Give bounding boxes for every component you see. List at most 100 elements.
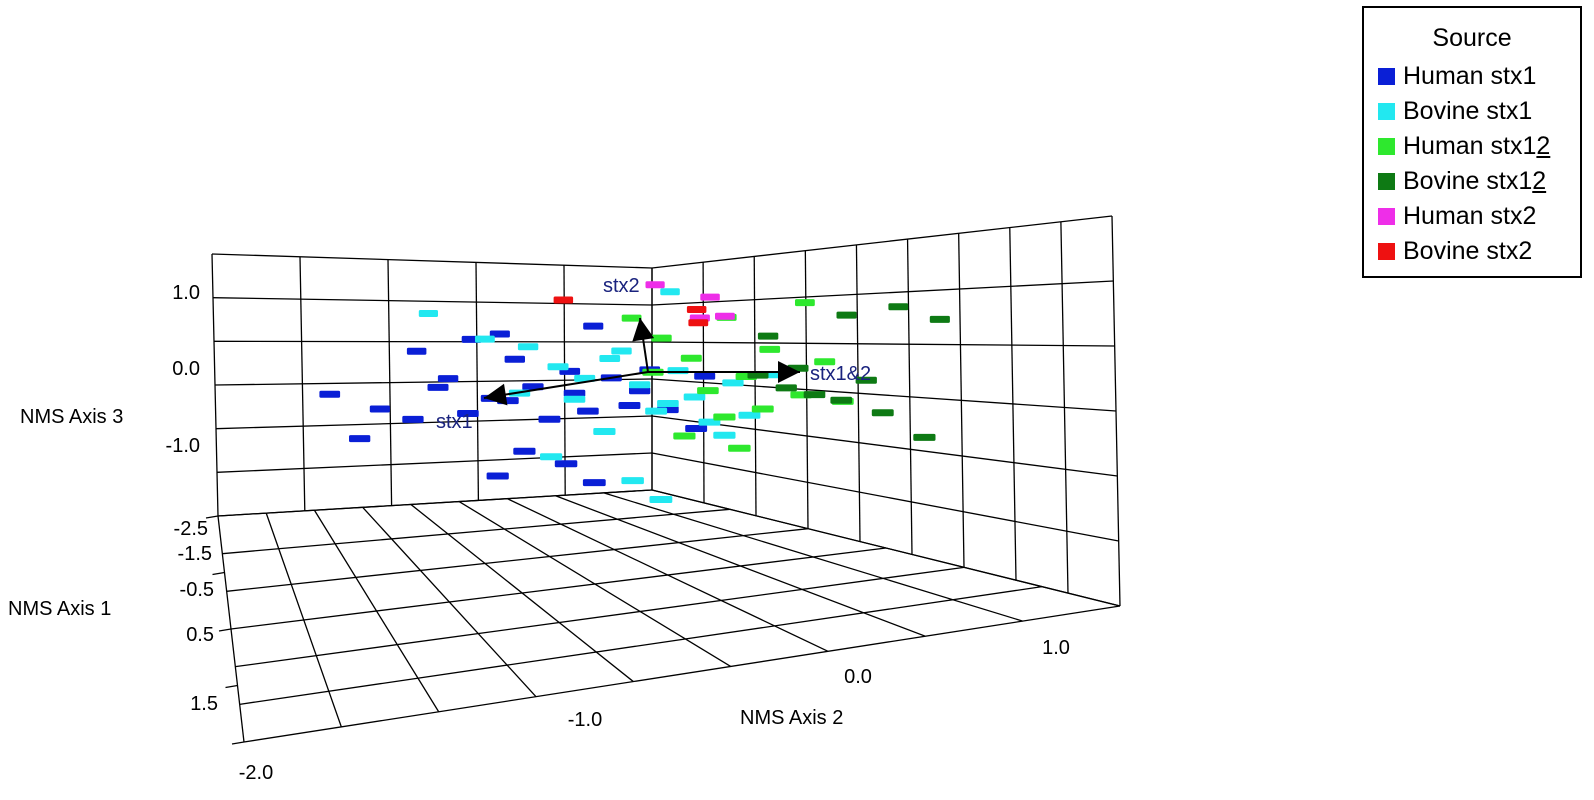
- legend-label: Human stx1: [1403, 62, 1537, 90]
- grid-line: [217, 489, 653, 517]
- point-human-stx1-2: [369, 405, 390, 413]
- grid-line: [651, 415, 1118, 477]
- grid-line: [855, 244, 861, 542]
- vector-arrowhead-1: [484, 383, 508, 406]
- point-bovine-stx1-16: [649, 496, 673, 503]
- point-bovine-stx12-0: [757, 332, 779, 340]
- vector-label-stx1-2: stx1&2: [810, 363, 871, 385]
- point-human-stx1-27: [563, 389, 586, 397]
- point-human-stx1-17: [577, 407, 599, 415]
- grid-line: [239, 586, 1043, 705]
- legend-label-suffix: 2: [1532, 167, 1547, 195]
- point-human-stx1-20: [618, 402, 641, 409]
- vector-arrowhead-0: [632, 318, 655, 342]
- point-human-stx1-21: [629, 387, 651, 395]
- grid-line: [651, 341, 1115, 347]
- point-bovine-stx1-8: [645, 407, 668, 415]
- point-human-stx1-14: [538, 415, 561, 423]
- point-bovine-stx1-10: [660, 288, 680, 296]
- point-human-stx1-29: [486, 472, 509, 480]
- point-bovine-stx1-6: [599, 355, 621, 362]
- point-bovine-stx12-8: [830, 396, 852, 404]
- point-human-stx12-8: [728, 444, 751, 452]
- grid-line: [1111, 215, 1121, 607]
- legend-swatch: [1378, 173, 1395, 190]
- point-bovine-stx12-9: [929, 315, 950, 323]
- point-bovine-stx1-3: [547, 363, 569, 371]
- point-bovine-stx12-10: [913, 433, 936, 441]
- vector-label-stx1: stx1: [436, 411, 473, 433]
- grid-line: [222, 508, 731, 555]
- legend-item-bovine-stx2: Bovine stx2: [1364, 234, 1580, 269]
- grid-line: [651, 452, 1119, 542]
- grid: [205, 215, 1121, 745]
- grid-line: [211, 253, 219, 517]
- tick-axis1-1: -0.5: [180, 579, 214, 601]
- point-human-stx1-15: [554, 460, 578, 468]
- grid-line: [215, 415, 653, 430]
- point-bovine-stx1-17: [611, 347, 632, 355]
- point-bovine-stx12-11: [775, 384, 797, 392]
- axis-labels: 1.0 0.0 -1.0 -2.5 -1.5 -0.5 0.5 1.5 -2.0…: [8, 275, 1070, 784]
- point-bovine-stx1-4: [563, 395, 586, 403]
- point-bovine-stx12-5: [888, 303, 909, 311]
- point-human-stx12-11: [814, 358, 836, 366]
- point-human-stx1-5: [427, 383, 449, 391]
- legend-label: Bovine stx1: [1403, 167, 1533, 195]
- tick-axis3-2: -1.0: [166, 435, 200, 457]
- legend-label: Bovine stx2: [1403, 237, 1533, 265]
- grid-line: [563, 265, 566, 496]
- tick-axis1-2: 0.5: [186, 624, 214, 646]
- point-bovine-stx1-15: [738, 411, 761, 419]
- grid-line: [458, 500, 732, 668]
- legend-item-human-stx2: Human stx2: [1364, 199, 1580, 234]
- grid-line: [211, 253, 653, 269]
- tick-mark: [225, 684, 238, 689]
- point-human-stx1-26: [582, 479, 606, 487]
- data-points: [319, 281, 950, 503]
- point-human-stx1-18: [583, 322, 604, 330]
- biplot-vectors: [483, 317, 800, 406]
- point-bovine-stx1-18: [574, 374, 596, 382]
- point-bovine-stx1-13: [713, 431, 736, 439]
- point-human-stx1-4: [437, 375, 459, 383]
- legend-item-human-stx12: Human stx12: [1364, 129, 1580, 164]
- tick-axis2-1: -1.0: [568, 709, 602, 731]
- legend-label: Human stx2: [1403, 202, 1537, 230]
- point-bovine-stx2-0: [553, 296, 574, 304]
- point-human-stx1-28: [402, 415, 424, 423]
- point-bovine-stx12-7: [747, 371, 769, 379]
- vector-arrowhead-2: [778, 361, 800, 383]
- tick-axis2-0: -2.0: [239, 762, 273, 784]
- grid-line: [804, 250, 809, 529]
- point-bovine-stx1-14: [722, 379, 744, 387]
- point-bovine-stx12-4: [855, 376, 877, 384]
- legend-item-bovine-stx12: Bovine stx12: [1364, 164, 1580, 199]
- legend-label-suffix: 2: [1536, 132, 1551, 160]
- grid-line: [651, 215, 1113, 269]
- point-human-stx1-6: [457, 410, 479, 417]
- tick-axis1-3: 1.5: [190, 693, 218, 715]
- tick-axis3-3: -2.5: [174, 518, 208, 540]
- grid-line: [475, 262, 480, 501]
- point-bovine-stx12-6: [871, 409, 894, 417]
- grid-line: [313, 509, 440, 713]
- point-human-stx1-8: [489, 330, 510, 338]
- grid-line: [299, 256, 306, 511]
- grid-line: [906, 239, 913, 555]
- tick-axis3-1: 0.0: [172, 358, 200, 380]
- grid-line: [212, 297, 653, 306]
- grid-line: [753, 256, 757, 516]
- tick-axis2-2: 0.0: [844, 666, 872, 688]
- tick-axis2-3: 1.0: [1042, 637, 1070, 659]
- tick-mark: [231, 741, 245, 745]
- tick-mark: [212, 571, 225, 576]
- point-bovine-stx12-2: [803, 391, 826, 399]
- grid-line: [1060, 221, 1069, 594]
- point-bovine-stx2-2: [688, 319, 709, 327]
- grid-line: [226, 528, 809, 592]
- point-human-stx12-12: [795, 299, 815, 307]
- grid-line: [651, 378, 1117, 412]
- legend-swatch: [1378, 68, 1395, 85]
- grid-line: [213, 340, 653, 343]
